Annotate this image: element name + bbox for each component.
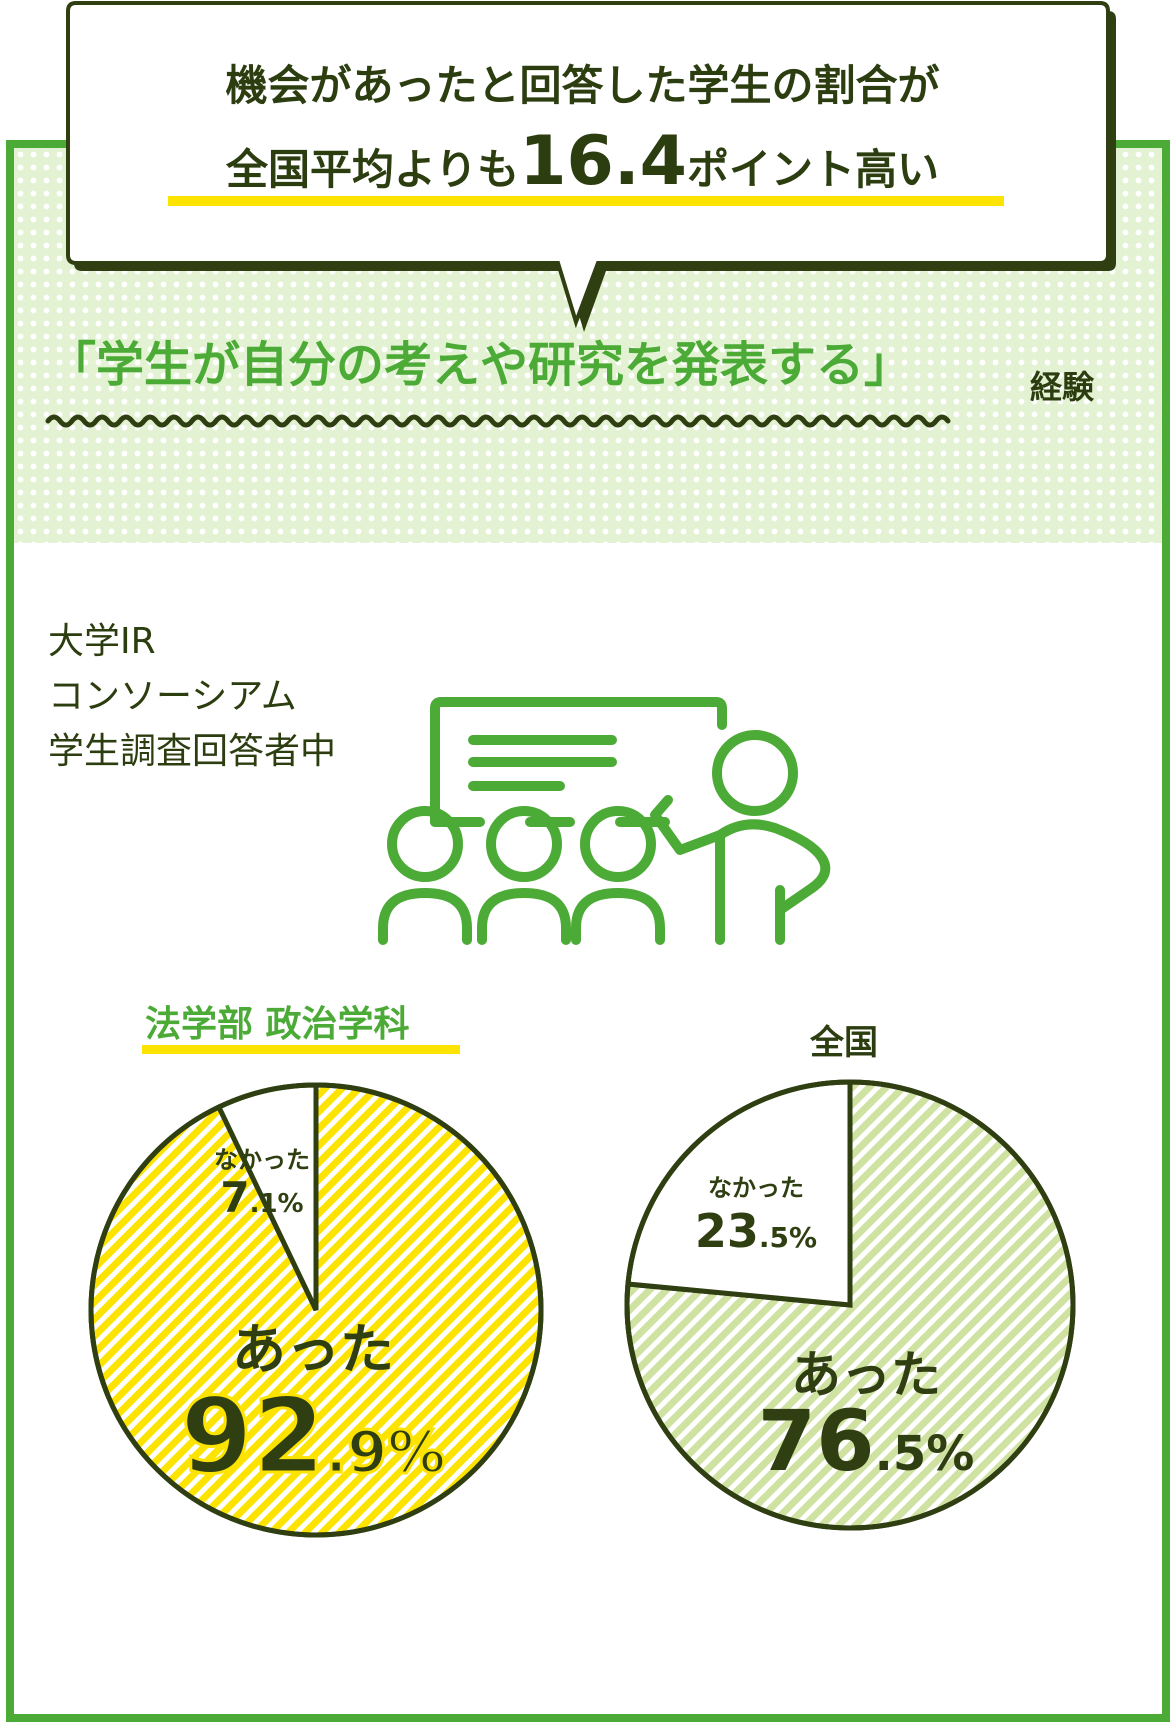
- headline-line1: 機会があったと回答した学生の割合が: [225, 61, 940, 110]
- headline-line2: 全国平均よりも16.4ポイント高い: [70, 122, 1095, 201]
- headline-point-number: 16.4: [519, 122, 687, 201]
- subtitle-wavy-underline: [45, 414, 951, 428]
- label-yes-value-national: 76.5%: [758, 1392, 975, 1490]
- label-no-value-department: 7.1%: [220, 1173, 303, 1222]
- label-yes-name-national: あった: [791, 1346, 941, 1404]
- survey-source-line: 学生調査回答者中: [48, 731, 337, 772]
- chart-title-national: 全国: [810, 1023, 878, 1063]
- headline-underline: [168, 196, 1004, 206]
- subtitle: 「学生が自分の考えや研究を発表する」: [48, 337, 913, 393]
- label-yes-value-department: 92.9%: [180, 1375, 445, 1497]
- survey-source-line: 大学IR: [48, 621, 156, 662]
- label-no-name-national: なかった: [708, 1174, 804, 1202]
- label-no-name-department: なかった: [214, 1146, 310, 1174]
- speech-bubble-body: [66, 1, 1110, 329]
- pie-outline-department: [88, 1082, 544, 1538]
- subtitle-suffix: 経験: [1030, 368, 1095, 406]
- survey-source: 大学IR コンソーシアム 学生調査回答者中: [48, 614, 336, 779]
- label-no-value-national: 23.5%: [695, 1204, 817, 1258]
- left-label-underline: [142, 1045, 460, 1054]
- headline-line2-prefix: 全国平均よりも: [226, 145, 520, 194]
- label-yes-name-department: あった: [232, 1318, 394, 1381]
- survey-source-line: コンソーシアム: [48, 676, 297, 717]
- presentation-icon: [378, 697, 831, 945]
- chart-title-department: 法学部 政治学科: [145, 1004, 410, 1045]
- headline-line2-suffix: ポイント高い: [686, 145, 939, 194]
- pie-outline-national: [624, 1079, 1076, 1531]
